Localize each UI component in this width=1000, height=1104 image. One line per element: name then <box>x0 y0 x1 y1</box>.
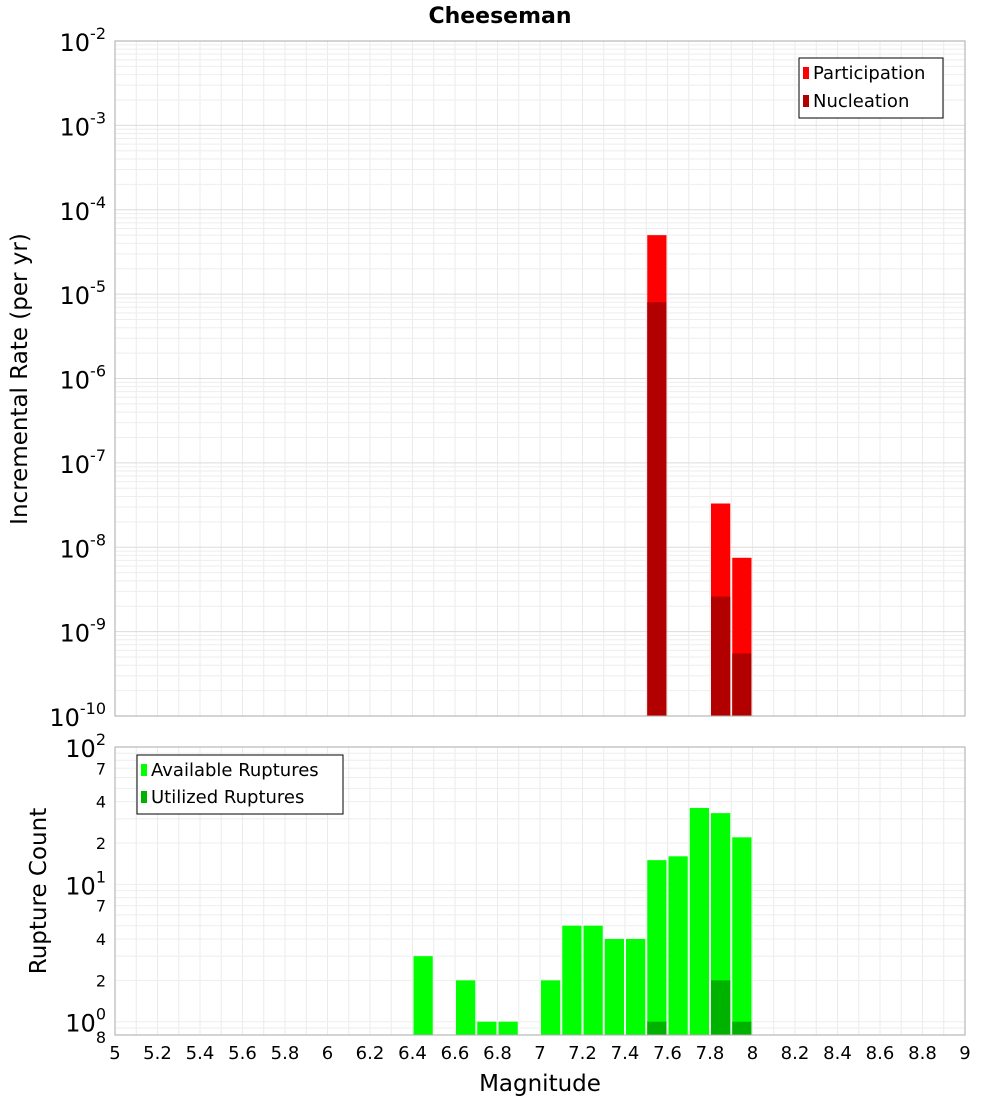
top-legend-box <box>798 57 944 119</box>
top-legend-label: Nucleation <box>813 91 909 112</box>
bottom-bar-available-ruptures <box>604 939 624 1035</box>
bottom-y-axis-label: Rupture Count <box>26 808 52 974</box>
x-tick-label: 7 <box>534 1043 545 1064</box>
chart-title: Cheeseman <box>428 4 571 29</box>
bottom-y-major-tick-label: 101 <box>65 867 106 900</box>
top-y-tick-label: 10-4 <box>60 193 107 226</box>
bottom-bar-available-ruptures <box>626 939 646 1035</box>
top-bar-nucleation <box>711 596 731 716</box>
bottom-y-minor-tick-label: 7 <box>96 897 106 916</box>
top-y-tick-label: 10-3 <box>60 108 107 141</box>
top-y-tick-label: 10-5 <box>60 277 107 310</box>
x-tick-label: 5.4 <box>186 1043 215 1064</box>
bottom-bar-available-ruptures <box>456 980 476 1035</box>
top-y-tick-label: 10-9 <box>60 615 107 648</box>
x-axis-label: Magnitude <box>479 1071 601 1097</box>
x-tick-label: 6.2 <box>356 1043 385 1064</box>
bottom-bar-available-ruptures <box>562 925 582 1035</box>
x-tick-label: 6.4 <box>398 1043 427 1064</box>
bottom-bar-available-ruptures <box>541 980 561 1035</box>
bottom-legend: Available Ruptures Utilized Ruptures <box>136 754 344 815</box>
top-bar-nucleation <box>647 302 667 716</box>
x-tick-label: 8.6 <box>866 1043 895 1064</box>
top-bar-nucleation <box>732 653 752 716</box>
bottom-legend-label: Utilized Ruptures <box>151 787 304 808</box>
bottom-bar-available-ruptures <box>732 837 752 1035</box>
top-legend-swatch <box>803 95 809 107</box>
x-tick-label: 7.8 <box>696 1043 725 1064</box>
bottom-y-minor-tick-label: 4 <box>96 793 106 812</box>
bottom-y-minor-tick-label: 7 <box>96 759 106 778</box>
top-y-tick-label: 10-10 <box>49 699 106 732</box>
bottom-bar-available-ruptures <box>477 1021 497 1035</box>
bottom-bar-utilized-ruptures <box>647 1021 667 1035</box>
bottom-legend-label: Available Ruptures <box>151 760 319 781</box>
top-legend-label: Participation <box>813 63 925 84</box>
top-legend: Participation Nucleation <box>798 57 944 119</box>
top-legend-swatch <box>803 67 809 79</box>
top-gridlines <box>114 41 966 717</box>
bottom-bar-available-ruptures <box>413 956 433 1035</box>
x-tick-label: 8.8 <box>908 1043 937 1064</box>
x-tick-label: 5 <box>109 1043 120 1064</box>
bottom-bar-available-ruptures <box>583 925 603 1035</box>
x-tick-label: 6 <box>322 1043 333 1064</box>
bottom-y-major-tick-label: 102 <box>65 730 106 763</box>
bottom-bar-utilized-ruptures <box>711 980 731 1035</box>
top-y-tick-label: 10-6 <box>60 362 107 395</box>
x-tick-label: 7.4 <box>611 1043 640 1064</box>
x-tick-label: 5.8 <box>271 1043 300 1064</box>
top-y-tick-label: 10-2 <box>60 24 107 57</box>
bottom-y-minor-tick-label: 8 <box>96 1028 106 1047</box>
bottom-y-minor-tick-label: 2 <box>96 971 106 990</box>
top-y-tick-label: 10-8 <box>60 530 107 563</box>
x-tick-label: 8.2 <box>781 1043 810 1064</box>
top-y-tick-label: 10-7 <box>60 446 107 479</box>
bottom-y-minor-tick-label: 2 <box>96 834 106 853</box>
top-y-axis-label: Incremental Rate (per yr) <box>7 233 33 525</box>
x-tick-label: 5.2 <box>143 1043 172 1064</box>
top-plot-border <box>114 40 966 717</box>
x-tick-label: 8 <box>747 1043 758 1064</box>
bottom-bar-available-ruptures <box>711 813 731 1035</box>
x-tick-label: 9 <box>959 1043 970 1064</box>
bottom-y-minor-tick-label: 4 <box>96 930 106 949</box>
x-tick-label: 8.4 <box>823 1043 852 1064</box>
bottom-y-major-tick-label: 100 <box>65 1005 106 1038</box>
bottom-legend-swatch <box>141 764 147 776</box>
bottom-bar-available-ruptures <box>498 1021 518 1035</box>
bottom-plot-border <box>114 746 966 1036</box>
x-tick-label: 6.6 <box>441 1043 470 1064</box>
bottom-legend-box <box>136 754 344 815</box>
bottom-bar-available-ruptures <box>689 807 709 1035</box>
x-tick-label: 7.2 <box>568 1043 597 1064</box>
bottom-bar-available-ruptures <box>668 856 688 1035</box>
bottom-legend-swatch <box>141 791 147 803</box>
x-tick-label: 6.8 <box>483 1043 512 1064</box>
bottom-bar-utilized-ruptures <box>732 1021 752 1035</box>
x-tick-label: 5.6 <box>228 1043 257 1064</box>
x-tick-label: 7.6 <box>653 1043 682 1064</box>
bottom-bar-available-ruptures <box>647 860 667 1035</box>
